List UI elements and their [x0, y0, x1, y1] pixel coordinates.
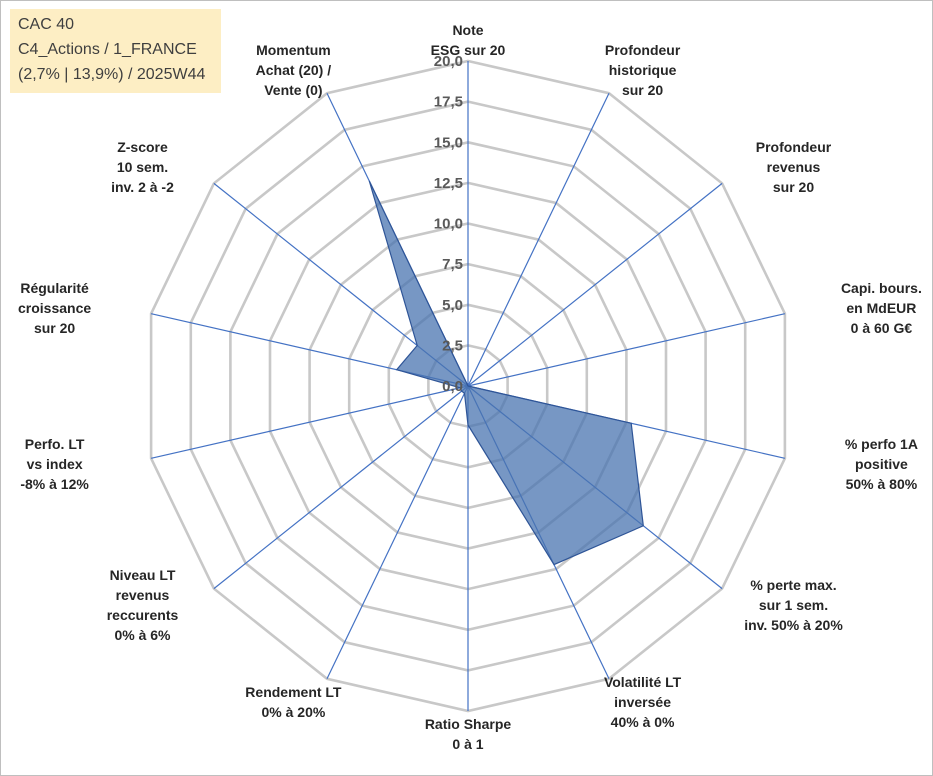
tick-label: 15,0 [434, 134, 463, 151]
axis-label-8: Rendement LT 0% à 20% [245, 684, 342, 720]
axis-label-line: Volatilité LT [604, 674, 682, 690]
axis-label-line: sur 20 [622, 82, 663, 98]
series-polygon [368, 180, 644, 566]
axis-label-6: Volatilité LT inversée 40% à 0% [604, 674, 682, 730]
axis-label-11: Régularité croissance sur 20 [18, 280, 91, 336]
axis-label-line: Rendement LT [245, 684, 342, 700]
axis-label-line: ESG sur 20 [431, 42, 506, 58]
header-info-box: CAC 40 C4_Actions / 1_FRANCE (2,7% | 13,… [10, 9, 221, 93]
axis-label-line: Profondeur [605, 42, 681, 58]
axis-spoke-2 [467, 182, 723, 387]
tick-label: 2,5 [442, 337, 463, 354]
axis-label-line: 40% à 0% [611, 714, 675, 730]
axis-labels: Note ESG sur 20 Profondeur historique sur 20… [18, 22, 922, 752]
axis-label-line: inv. 2 à -2 [111, 179, 174, 195]
axis-spoke-8 [326, 385, 469, 680]
axis-spoke-3 [467, 313, 786, 387]
axis-label-line: positive [855, 456, 908, 472]
axis-label-0: Note ESG sur 20 [431, 22, 506, 58]
header-line-category: C4_Actions / 1_FRANCE [18, 41, 197, 58]
axis-label-line: Capi. bours. [841, 280, 922, 296]
axis-label-line: croissance [18, 300, 91, 316]
axis-label-line: Achat (20) / [256, 62, 332, 78]
axis-label-line: historique [609, 62, 677, 78]
axis-label-line: Régularité [20, 280, 89, 296]
tick-label: 20,0 [434, 53, 463, 70]
axis-label-line: revenus [767, 159, 821, 175]
axis-label-line: Z-score [117, 139, 168, 155]
axis-label-line: sur 20 [34, 320, 75, 336]
tick-label: 17,5 [434, 94, 463, 111]
axis-label-line: reccurents [107, 607, 179, 623]
axis-label-line: 0% à 20% [261, 704, 325, 720]
axis-label-line: % perfo 1A [845, 436, 918, 452]
header-line-index: CAC 40 [18, 16, 75, 33]
axis-label-2: Profondeur revenus sur 20 [756, 139, 832, 195]
axis-label-line: Note [452, 22, 483, 38]
axis-label-line: en MdEUR [846, 300, 916, 316]
axis-label-line: sur 1 sem. [759, 597, 828, 613]
axis-label-line: revenus [116, 587, 170, 603]
axis-label-line: Ratio Sharpe [425, 716, 512, 732]
axis-label-line: 0 à 1 [452, 736, 483, 752]
series-area [368, 180, 644, 566]
tick-label: 10,0 [434, 216, 463, 233]
axis-label-line: Vente (0) [264, 82, 322, 98]
axis-label-line: Niveau LT [110, 567, 176, 583]
tick-label: 7,5 [442, 256, 463, 273]
axis-label-line: inversée [614, 694, 671, 710]
axis-label-line: 10 sem. [117, 159, 168, 175]
axis-label-line: 0% à 6% [114, 627, 171, 643]
axis-label-line: -8% à 12% [20, 476, 89, 492]
axis-label-5: % perte max. sur 1 sem. inv. 50% à 20% [744, 577, 843, 633]
axis-label-line: Perfo. LT [25, 436, 85, 452]
axis-label-10: Perfo. LT vs index -8% à 12% [20, 436, 89, 492]
axis-label-line: 0 à 60 G€ [851, 320, 913, 336]
axis-label-1: Profondeur historique sur 20 [605, 42, 681, 98]
axis-label-line: % perte max. [750, 577, 836, 593]
axis-spoke-9 [213, 385, 469, 590]
tick-label: 5,0 [442, 297, 463, 314]
axis-label-line: inv. 50% à 20% [744, 617, 843, 633]
axis-label-13: Momentum Achat (20) / Vente (0) [256, 42, 332, 98]
tick-label: 0,0 [442, 378, 463, 395]
axis-label-line: vs index [27, 456, 83, 472]
axis-label-4: % perfo 1A positive 50% à 80% [845, 436, 918, 492]
axis-label-12: Z-score 10 sem. inv. 2 à -2 [111, 139, 174, 195]
axis-label-7: Ratio Sharpe 0 à 1 [425, 716, 512, 752]
axis-label-3: Capi. bours. en MdEUR 0 à 60 G€ [841, 280, 922, 336]
axis-label-9: Niveau LT revenus reccurents 0% à 6% [107, 567, 179, 643]
axis-label-line: Momentum [256, 42, 331, 58]
axis-spoke-10 [150, 385, 469, 459]
axis-spoke-1 [467, 92, 610, 387]
tick-label: 12,5 [434, 175, 463, 192]
header-line-period: (2,7% | 13,9%) / 2025W44 [18, 66, 206, 83]
axis-label-line: sur 20 [773, 179, 814, 195]
axis-label-line: 50% à 80% [846, 476, 918, 492]
axis-label-line: Profondeur [756, 139, 832, 155]
tick-labels: 0,0 2,5 5,0 7,5 10,0 12,5 15,0 17,5 20,0 [434, 53, 463, 395]
